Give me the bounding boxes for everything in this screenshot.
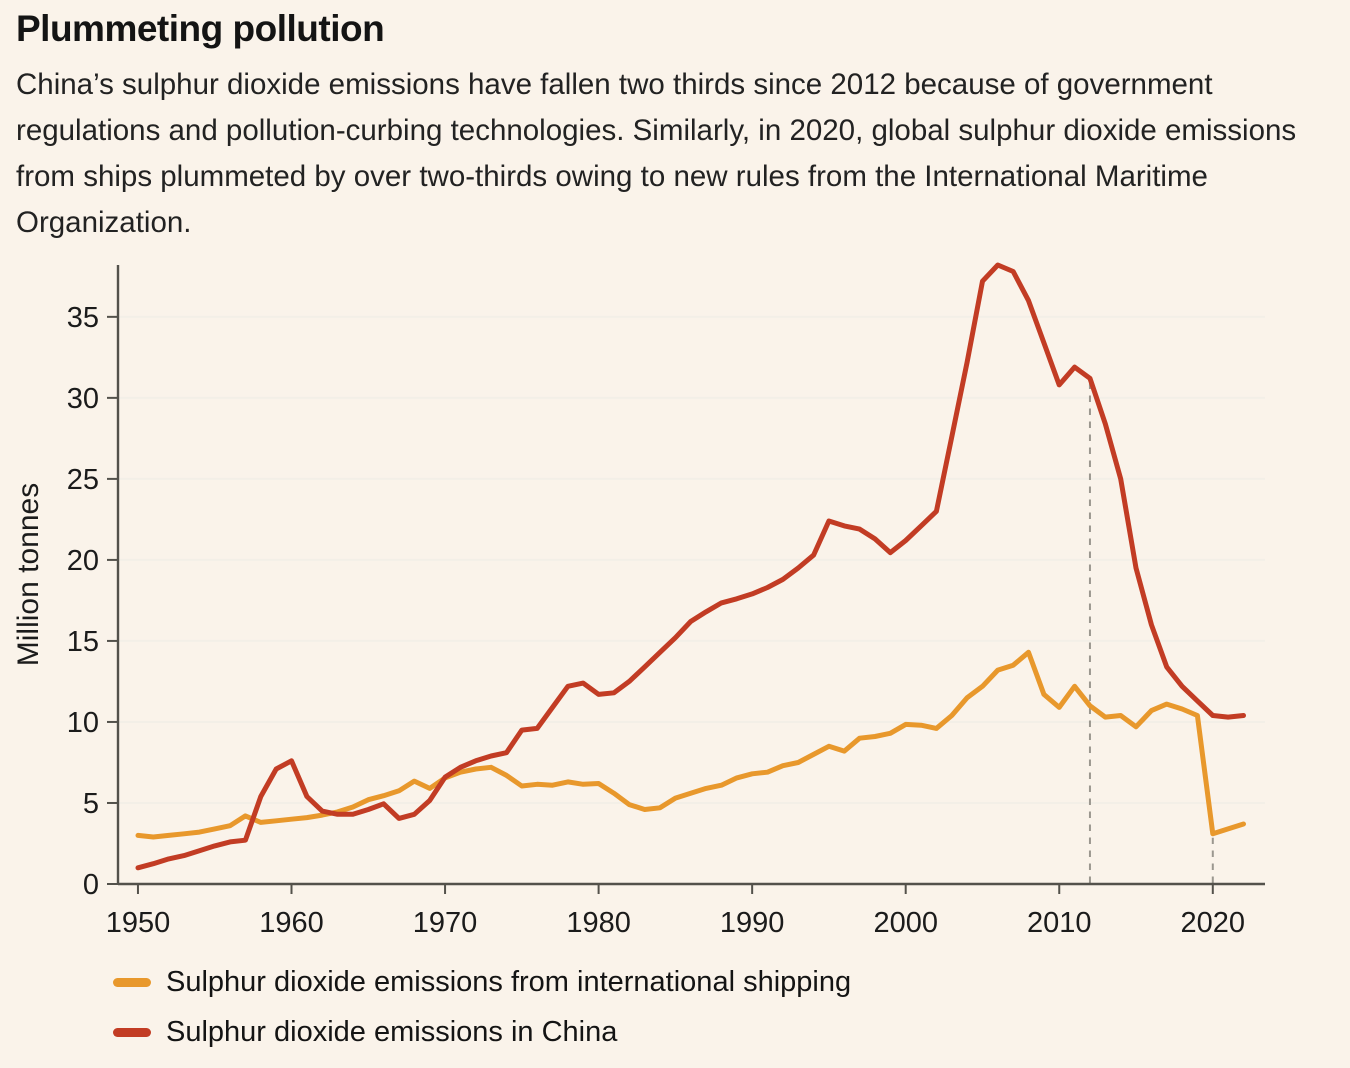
shipping-line	[135, 649, 1246, 840]
legend-label-shipping: Sulphur dioxide emissions from internati…	[166, 965, 852, 998]
x-tick-label-2000: 2000	[873, 907, 938, 939]
chart-legend: Sulphur dioxide emissions from internati…	[113, 962, 851, 1052]
x-tick-label-1980: 1980	[566, 907, 631, 939]
legend-item-shipping: Sulphur dioxide emissions from internati…	[113, 962, 851, 1002]
shipping-line-swatch	[113, 977, 151, 987]
chart-subtitle: China’s sulphur dioxide emissions have f…	[16, 68, 1297, 239]
china-line	[135, 262, 1246, 871]
x-tick-label-1990: 1990	[720, 907, 785, 939]
y-axis-title: Million tonnes	[12, 483, 45, 666]
x-tick-label-1970: 1970	[413, 907, 478, 939]
x-tick-label-1950: 1950	[106, 907, 171, 939]
y-tick-label-25: 25	[67, 464, 99, 496]
x-tick-label-2010: 2010	[1027, 907, 1092, 939]
legend-label-china: Sulphur dioxide emissions in China	[166, 1015, 618, 1048]
y-tick-label-35: 35	[67, 302, 99, 334]
legend-item-china: Sulphur dioxide emissions in China	[113, 1012, 851, 1052]
y-tick-label-10: 10	[67, 707, 99, 739]
x-tick-label-1960: 1960	[259, 907, 324, 939]
y-tick-label-0: 0	[83, 869, 99, 901]
x-tick-label-2020: 2020	[1181, 907, 1246, 939]
page-title: Plummeting pollution	[16, 8, 385, 49]
y-tick-label-15: 15	[67, 626, 99, 658]
y-tick-label-30: 30	[67, 383, 99, 415]
china-line-swatch	[113, 1027, 151, 1037]
y-tick-label-20: 20	[67, 545, 99, 577]
y-tick-label-5: 5	[83, 788, 99, 820]
